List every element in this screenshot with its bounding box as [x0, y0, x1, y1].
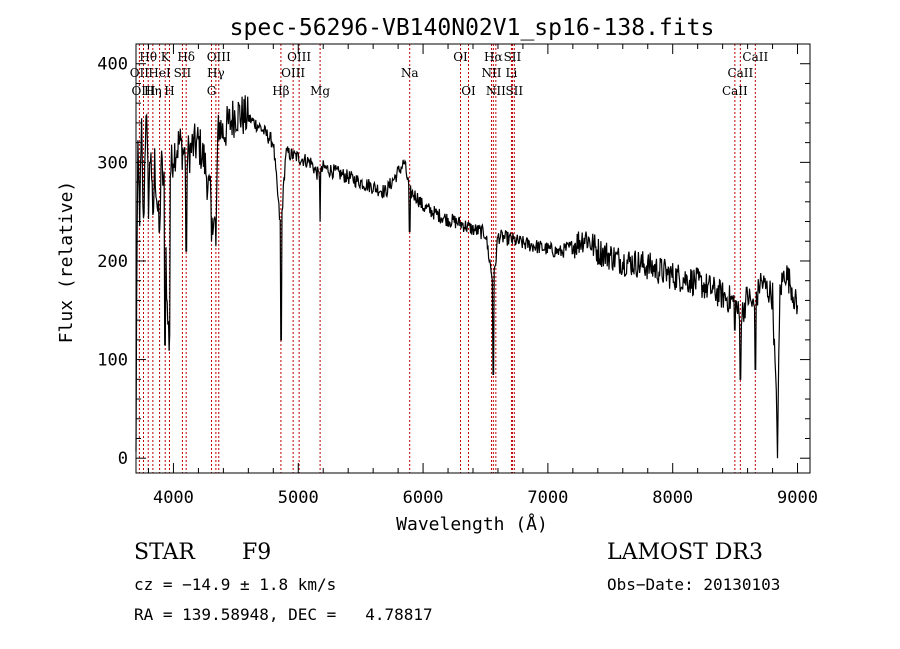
line-label-22: SII [504, 50, 522, 64]
line-label-19: Hα [484, 50, 503, 64]
line-label-17: OI [453, 50, 468, 64]
object-class: STAR [134, 540, 196, 565]
x-tick-label-4: 8000 [652, 488, 693, 508]
line-label-7: SII [174, 66, 192, 80]
x-axis-label: Wavelength (Å) [396, 513, 548, 535]
line-label-27: CaII [722, 84, 748, 98]
line-label-14: OIII [281, 66, 305, 80]
line-label-10: Hγ [207, 66, 225, 80]
y-axis: 0 100 200 300 400 [97, 55, 810, 469]
y-tick-label-3: 300 [97, 153, 128, 173]
line-label-23: Li [506, 66, 518, 80]
line-label-26: CaII [727, 66, 753, 80]
line-label-15: Mg [310, 84, 330, 98]
y-tick-label-4: 400 [97, 55, 128, 75]
line-label-20: NII [481, 66, 501, 80]
x-tick-label-1: 5000 [278, 488, 319, 508]
survey-name: LAMOST DR3 [607, 540, 763, 565]
line-label-11: G [207, 84, 217, 98]
line-label-25: CaII [742, 50, 768, 64]
y-tick-label-1: 100 [97, 351, 128, 371]
line-label-1: Hθ [139, 50, 157, 64]
chart-title: spec-56296-VB140N02V1_sp16-138.fits [230, 15, 715, 41]
object-subclass: F9 [242, 540, 271, 565]
line-label-21: NII [486, 84, 506, 98]
line-label-16: Na [401, 66, 419, 80]
y-tick-label-0: 0 [118, 449, 128, 469]
x-tick-label-2: 6000 [403, 488, 444, 508]
line-label-5: HeI [148, 66, 171, 80]
line-label-12: Hβ [272, 84, 289, 98]
line-label-9: OIII [207, 50, 231, 64]
x-tick-label-3: 7000 [527, 488, 568, 508]
x-axis: 4000 5000 6000 7000 8000 9000 [147, 44, 818, 508]
line-label-2: OIII [131, 84, 155, 98]
y-axis-label: Flux (relative) [56, 181, 77, 344]
line-label-18: OI [461, 84, 476, 98]
line-label-6: H [164, 84, 174, 98]
line-label-24: SII [505, 84, 523, 98]
coordinates: RA = 139.58948, DEC = 4.78817 [134, 605, 433, 624]
x-tick-label-0: 4000 [153, 488, 194, 508]
redshift-velocity: cz = −14.9 ± 1.8 km/s [134, 575, 336, 594]
spectrum-line [135, 95, 799, 459]
line-label-13: OIII [287, 50, 311, 64]
line-markers [138, 44, 756, 473]
line-label-8: Hδ [177, 50, 195, 64]
line-label-4: K [161, 50, 171, 64]
x-tick-label-5: 9000 [777, 488, 818, 508]
plot-frame [135, 43, 811, 474]
observation-date: Obs−Date: 20130103 [607, 575, 780, 594]
line-label-3: Hη [144, 84, 162, 98]
line-label-0: OII [130, 66, 150, 80]
y-tick-label-2: 200 [97, 252, 128, 272]
